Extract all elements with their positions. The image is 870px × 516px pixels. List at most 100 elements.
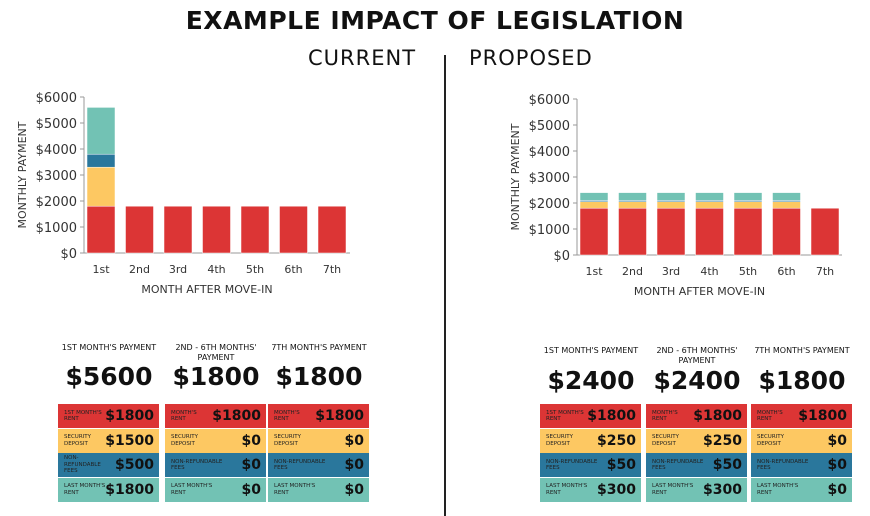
row-value: $0 [827, 481, 847, 498]
divider [444, 55, 446, 516]
row-label: MONTH'S RENT [171, 409, 197, 423]
bar-month-s-rent-2nd [125, 205, 154, 254]
breakdown-table: 1ST MONTH'S RENT $1800 SECURITY DEPOSIT $15… [58, 404, 159, 502]
breakdown-row-fees: NON-REFUNDABLE FEES $0 [165, 453, 266, 477]
breakdown-row-deposit: SECURITY DEPOSIT $0 [165, 428, 266, 453]
summary-header: 2ND - 6TH MONTHS' PAYMENT [175, 343, 257, 362]
breakdown-table: MONTH'S RENT $1800 SECURITY DEPOSIT $250 NON… [646, 404, 747, 502]
breakdown-row-fees: NON-REFUNDABLE FEES $0 [268, 453, 369, 477]
row-value: $1800 [693, 408, 742, 424]
row-value: $1500 [105, 432, 154, 449]
bar-month-s-rent-5th [733, 207, 763, 256]
x-tick-label: 2nd [622, 265, 643, 278]
x-tick-label: 7th [323, 263, 341, 276]
breakdown-row-rent: 1ST MONTH'S RENT $1800 [58, 404, 159, 428]
row-label: LAST MONTH'S RENT [757, 483, 799, 496]
row-label: SECURITY DEPOSIT [652, 434, 679, 447]
summary-header: 7TH MONTH'S PAYMENT [271, 343, 367, 352]
y-axis-label: MONTHLY PAYMENT [16, 121, 29, 228]
current-heading: CURRENT [308, 46, 417, 70]
row-label: NON-REFUNDABLE FEES [757, 458, 809, 472]
row-label: NON-REFUNDABLE FEES [546, 458, 598, 472]
row-value: $1800 [798, 408, 847, 424]
row-label: LAST MONTH'S RENT [546, 483, 588, 496]
row-value: $1800 [212, 408, 261, 424]
summary-total: $1800 [275, 362, 363, 391]
y-tick-label: $4000 [529, 145, 570, 160]
x-tick-label: 3rd [169, 263, 187, 276]
breakdown-row-deposit: SECURITY DEPOSIT $0 [751, 428, 852, 453]
x-tick-label: 3rd [662, 265, 680, 278]
breakdown-row-deposit: SECURITY DEPOSIT $250 [540, 428, 641, 453]
row-value: $0 [344, 481, 364, 498]
breakdown-row-last: LAST MONTH'S RENT $300 [540, 477, 641, 502]
y-tick-label: $2000 [529, 197, 570, 212]
breakdown-row-last: LAST MONTH'S RENT $300 [646, 477, 747, 502]
bar-month-s-rent-1st [86, 205, 116, 254]
row-label: 1ST MONTH'S RENT [546, 409, 584, 423]
breakdown-row-fees: NON-REFUNDABLE FEES $500 [58, 453, 159, 477]
summary-header: 1ST MONTH'S PAYMENT [61, 343, 157, 352]
bar-month-s-rent-6th [772, 207, 801, 256]
breakdown-row-rent: MONTH'S RENT $1800 [268, 404, 369, 428]
y-tick-label: $6000 [529, 93, 570, 108]
summary-total: $2400 [547, 366, 635, 395]
row-value: $300 [703, 481, 742, 498]
x-tick-label: 1st [92, 263, 110, 276]
y-tick-label: $0 [60, 247, 77, 262]
y-tick-label: $1000 [529, 223, 570, 238]
breakdown-row-last: LAST MONTH'S RENT $0 [268, 477, 369, 502]
summary-total: $5600 [65, 362, 153, 391]
y-tick-label: $0 [553, 249, 570, 264]
breakdown-row-rent: 1ST MONTH'S RENT $1800 [540, 404, 641, 428]
y-tick-label: $5000 [36, 117, 77, 132]
row-value: $0 [241, 432, 261, 449]
row-label: NON-REFUNDABLE FEES [652, 458, 704, 472]
row-label: SECURITY DEPOSIT [546, 434, 573, 447]
row-value: $0 [241, 481, 261, 498]
bar-security-deposit-4th [695, 201, 724, 209]
row-value: $1800 [105, 408, 154, 424]
breakdown-row-rent: MONTH'S RENT $1800 [165, 404, 266, 428]
row-label: MONTH'S RENT [652, 409, 678, 423]
y-tick-label: $1000 [36, 221, 77, 236]
row-label: MONTH'S RENT [757, 409, 783, 423]
row-value: $1800 [587, 408, 636, 424]
bar-month-s-rent-6th [279, 205, 308, 254]
breakdown-row-last: LAST MONTH'S RENT $0 [751, 477, 852, 502]
summary-total: $1800 [758, 366, 846, 395]
row-label: LAST MONTH'S RENT [652, 483, 694, 496]
bar-last-month-s-rent-1st [86, 107, 116, 155]
x-tick-label: 7th [816, 265, 834, 278]
summary-header: 7TH MONTH'S PAYMENT [754, 346, 850, 355]
x-axis-label: MONTH AFTER MOVE-IN [141, 283, 272, 296]
y-tick-label: $3000 [36, 169, 77, 184]
row-label: SECURITY DEPOSIT [171, 434, 198, 447]
bar-non-refundable-fees-1st [86, 153, 116, 168]
bar-last-month-s-rent-1st [579, 192, 609, 201]
summary-total: $1800 [172, 362, 260, 391]
row-value: $50 [712, 457, 742, 473]
bar-security-deposit-3rd [656, 201, 686, 209]
breakdown-row-rent: MONTH'S RENT $1800 [646, 404, 747, 428]
proposed-heading: PROPOSED [469, 46, 593, 70]
row-label: LAST MONTH'S RENT [274, 483, 316, 496]
summary-total: $2400 [653, 366, 741, 395]
x-tick-label: 2nd [129, 263, 150, 276]
x-tick-label: 4th [700, 265, 718, 278]
bar-month-s-rent-4th [695, 207, 724, 256]
bar-security-deposit-1st [579, 201, 609, 209]
breakdown-table: MONTH'S RENT $1800 SECURITY DEPOSIT $0 NON-R… [165, 404, 266, 502]
row-label: SECURITY DEPOSIT [757, 434, 784, 447]
bar-month-s-rent-7th [810, 207, 840, 256]
summary-header: 1ST MONTH'S PAYMENT [543, 346, 639, 355]
y-axis-label: MONTHLY PAYMENT [509, 123, 522, 230]
row-label: LAST MONTH'S RENT [64, 483, 106, 496]
summary-header: 2ND - 6TH MONTHS' PAYMENT [656, 346, 738, 365]
breakdown-table: 1ST MONTH'S RENT $1800 SECURITY DEPOSIT $25… [540, 404, 641, 502]
row-value: $0 [344, 457, 364, 473]
row-label: MONTH'S RENT [274, 409, 300, 423]
row-value: $1800 [315, 408, 364, 424]
breakdown-row-fees: NON-REFUNDABLE FEES $0 [751, 453, 852, 477]
